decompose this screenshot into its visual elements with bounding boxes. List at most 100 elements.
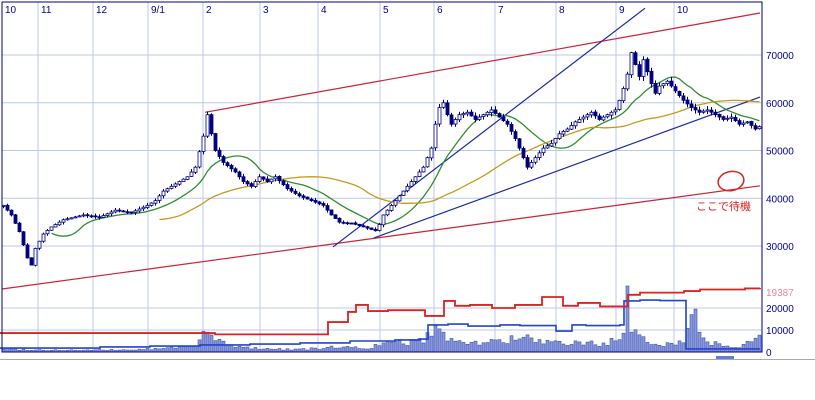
candle-body [465,111,470,115]
candle-body [529,162,534,168]
volume-bar [253,347,258,353]
volume-bar [369,348,374,353]
volume-bar [581,344,586,353]
volume-bar [213,340,218,353]
volume-bar [341,346,346,353]
support-line [373,96,761,239]
candle-body [69,217,74,220]
candle-body [45,230,50,235]
volume-bar [237,345,242,353]
volume-bar [717,343,722,353]
candle-body [77,215,82,218]
candle-body [757,126,762,130]
candle-body [349,222,354,225]
volume-bar [701,337,706,353]
candle-body [309,198,314,202]
candle-body [29,257,34,266]
volume-bar [509,335,514,353]
volume-bar [161,348,166,353]
candle-body [589,111,594,116]
candle-body [153,200,158,204]
volume-bar [201,331,206,353]
candle-body [329,209,334,216]
candle-body [261,176,266,180]
candle-body [729,116,734,119]
candle-body [289,188,294,192]
candle-body [189,171,194,177]
candle-body [425,157,430,168]
candle-body [617,99,622,110]
price-tick-label: 50000 [766,147,794,158]
volume-bar [577,341,582,353]
volume-bar [609,337,614,353]
volume-bar [469,342,474,353]
candle-body [57,221,62,226]
price-tick-label: 40000 [766,194,794,205]
volume-bar [373,344,378,353]
candle-body [641,59,646,77]
volume-bar [753,337,758,353]
scrollbar-thumb[interactable] [716,356,734,359]
volume-bar [329,345,334,353]
candle-body [325,205,330,211]
volume-bar [521,336,526,353]
volume-bar [421,342,426,353]
candle-body [201,135,206,152]
volume-bar [301,348,306,353]
candle-body [209,114,214,135]
volume-bar [629,331,634,353]
volume-bar [337,347,342,353]
month-label: 2 [206,5,212,16]
candle-body [601,116,606,121]
volume-bar [537,339,542,353]
volume-bar [481,342,486,353]
candle-body [9,209,14,216]
trendlines-layer [1,7,761,290]
candle-body [553,138,558,144]
volume-bar [497,339,502,353]
volume-bar [325,346,330,353]
candle-body [521,148,526,159]
candle-body [537,152,542,158]
candle-body [61,219,66,223]
candle-body [373,228,378,232]
candle-body [677,90,682,96]
volume-bar [649,344,654,353]
candle-body [485,111,490,116]
candle-body [293,190,298,194]
volume-tick-label: 0 [766,348,772,359]
volume-bar [265,348,270,353]
volume-bar [173,347,178,353]
volume-bar [513,339,518,353]
month-label: 10 [5,5,17,16]
candle-body [629,52,634,76]
candle-body [545,145,550,149]
volume-bar [601,342,606,353]
candle-body [117,209,122,212]
volume-bar [673,344,678,353]
candle-body [269,178,274,183]
candle-body [21,231,26,246]
candle-body [273,176,278,180]
volume-bar [185,346,190,353]
volume-bar [457,340,462,353]
volume-bar [473,340,478,353]
price-tick-label: 60000 [766,99,794,110]
candle-body [705,109,710,112]
candle-body [281,180,286,186]
candle-body [109,211,114,215]
candle-body [497,113,502,118]
volume-bar [665,342,670,353]
volume-bar [453,340,458,353]
volume-bar [745,340,750,353]
candle-body [685,99,690,105]
candle-body [221,156,226,163]
volume-bar [413,340,418,353]
candle-body [493,109,498,114]
candle-body [345,222,350,225]
volume-bar [313,347,318,353]
candle-body [217,149,222,157]
ma-short-line [51,76,760,237]
volume-bar [569,344,574,353]
candle-body [609,111,614,116]
